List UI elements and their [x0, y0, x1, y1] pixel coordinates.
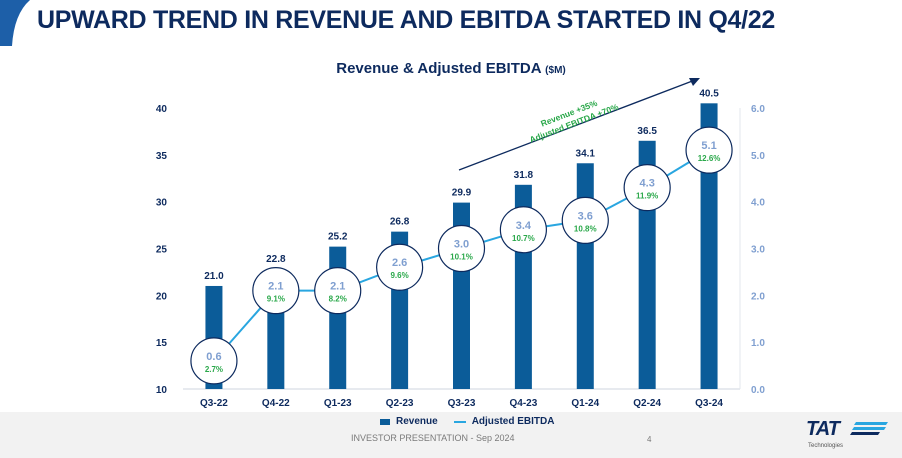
ebitda-margin-label: 12.6% — [698, 154, 721, 163]
ebitda-point-circle — [561, 196, 609, 244]
revenue-value-label: 34.1 — [576, 148, 596, 159]
ebitda-margin-label: 10.1% — [450, 253, 473, 262]
ebitda-value-label: 2.1 — [330, 281, 345, 293]
revenue-value-label: 36.5 — [637, 126, 657, 137]
right-tick-label: 2.0 — [751, 291, 765, 302]
ebitda-margin-label: 10.8% — [574, 224, 597, 233]
footer-presentation-text: INVESTOR PRESENTATION - Sep 2024 — [351, 433, 515, 443]
right-tick-label: 4.0 — [751, 198, 765, 209]
right-tick-label: 6.0 — [751, 104, 765, 115]
ebitda-value-label: 5.1 — [701, 140, 716, 152]
left-tick-label: 10 — [156, 385, 168, 396]
right-tick-label: 1.0 — [751, 338, 765, 349]
left-tick-label: 30 — [156, 198, 168, 209]
revenue-value-label: 26.8 — [390, 217, 410, 228]
revenue-value-label: 21.0 — [204, 271, 224, 282]
footer-band — [0, 412, 902, 458]
ebitda-value-label: 0.6 — [206, 351, 221, 363]
ebitda-value-label: 2.1 — [268, 281, 283, 293]
ebitda-value-label: 2.6 — [392, 257, 407, 269]
ebitda-point-circle — [499, 206, 547, 254]
chart-title: Revenue & Adjusted EBITDA ($M) — [0, 60, 902, 77]
trend-arrow-head — [689, 78, 700, 86]
page-number: 4 — [647, 435, 652, 444]
ebitda-point-circle — [623, 164, 671, 212]
ebitda-value-label: 3.6 — [578, 210, 593, 222]
ebitda-margin-label: 8.2% — [329, 295, 347, 304]
ebitda-point-circle — [252, 267, 300, 315]
revenue-ebitda-chart: 10 15 20 25 30 35 40 0.0 1.0 2.0 3.0 4.0 5.0 6.0 21.0 Q… — [156, 78, 765, 409]
category-label: Q2-23 — [386, 398, 414, 409]
chart-legend: Revenue Adjusted EBITDA — [380, 416, 554, 427]
ebitda-point-circle — [190, 337, 238, 385]
category-label: Q4-23 — [509, 398, 537, 409]
revenue-value-label: 22.8 — [266, 254, 286, 265]
logo-wordmark: TAT — [806, 418, 840, 440]
revenue-bar — [700, 103, 718, 390]
ebitda-value-label: 4.3 — [640, 178, 655, 190]
right-tick-label: 3.0 — [751, 245, 765, 256]
tat-logo: TAT Technologies — [806, 418, 890, 454]
ebitda-point-circle — [376, 243, 424, 291]
slide-title: UPWARD TREND IN REVENUE AND EBITDA START… — [37, 6, 776, 34]
logo-stripes-icon — [850, 422, 888, 435]
legend-revenue-label: Revenue — [396, 416, 438, 427]
legend-ebitda-swatch — [453, 420, 466, 423]
ebitda-value-label: 3.0 — [454, 239, 469, 251]
ebitda-point-circle — [437, 224, 486, 273]
ebitda-margin-label: 11.9% — [636, 192, 658, 201]
ebitda-margin-label: 9.6% — [390, 271, 408, 280]
left-tick-label: 15 — [156, 338, 168, 349]
category-label: Q3-23 — [448, 398, 476, 409]
revenue-value-label: 25.2 — [328, 232, 348, 243]
category-label: Q1-24 — [571, 398, 599, 409]
ebitda-margin-label: 9.1% — [267, 295, 285, 304]
trend-arrow-line — [458, 79, 696, 171]
revenue-value-label: 40.5 — [699, 88, 719, 99]
category-label: Q3-24 — [695, 398, 723, 409]
ebitda-margin-label: 2.7% — [205, 365, 223, 374]
chart-title-unit: ($M) — [545, 65, 566, 76]
corner-accent — [0, 0, 30, 46]
right-tick-label: 0.0 — [751, 385, 765, 396]
category-label: Q2-24 — [633, 398, 661, 409]
ebitda-point-circle — [314, 267, 362, 315]
chart-title-text: Revenue & Adjusted EBITDA — [336, 60, 541, 77]
category-label: Q1-23 — [324, 398, 352, 409]
category-label: Q4-22 — [262, 398, 290, 409]
left-tick-label: 40 — [156, 104, 168, 115]
left-tick-label: 20 — [156, 291, 168, 302]
logo-subtitle: Technologies — [808, 443, 844, 449]
left-tick-label: 25 — [156, 245, 168, 256]
right-tick-label: 5.0 — [751, 151, 765, 162]
ebitda-point-circle — [685, 126, 733, 174]
legend-revenue-swatch — [380, 418, 390, 425]
revenue-value-label: 31.8 — [514, 170, 534, 181]
left-tick-label: 35 — [156, 151, 168, 162]
category-label: Q3-22 — [200, 398, 228, 409]
legend-ebitda-label: Adjusted EBITDA — [471, 416, 555, 427]
revenue-value-label: 29.9 — [452, 188, 472, 199]
ebitda-margin-label: 10.7% — [512, 234, 535, 243]
ebitda-value-label: 3.4 — [516, 220, 532, 232]
